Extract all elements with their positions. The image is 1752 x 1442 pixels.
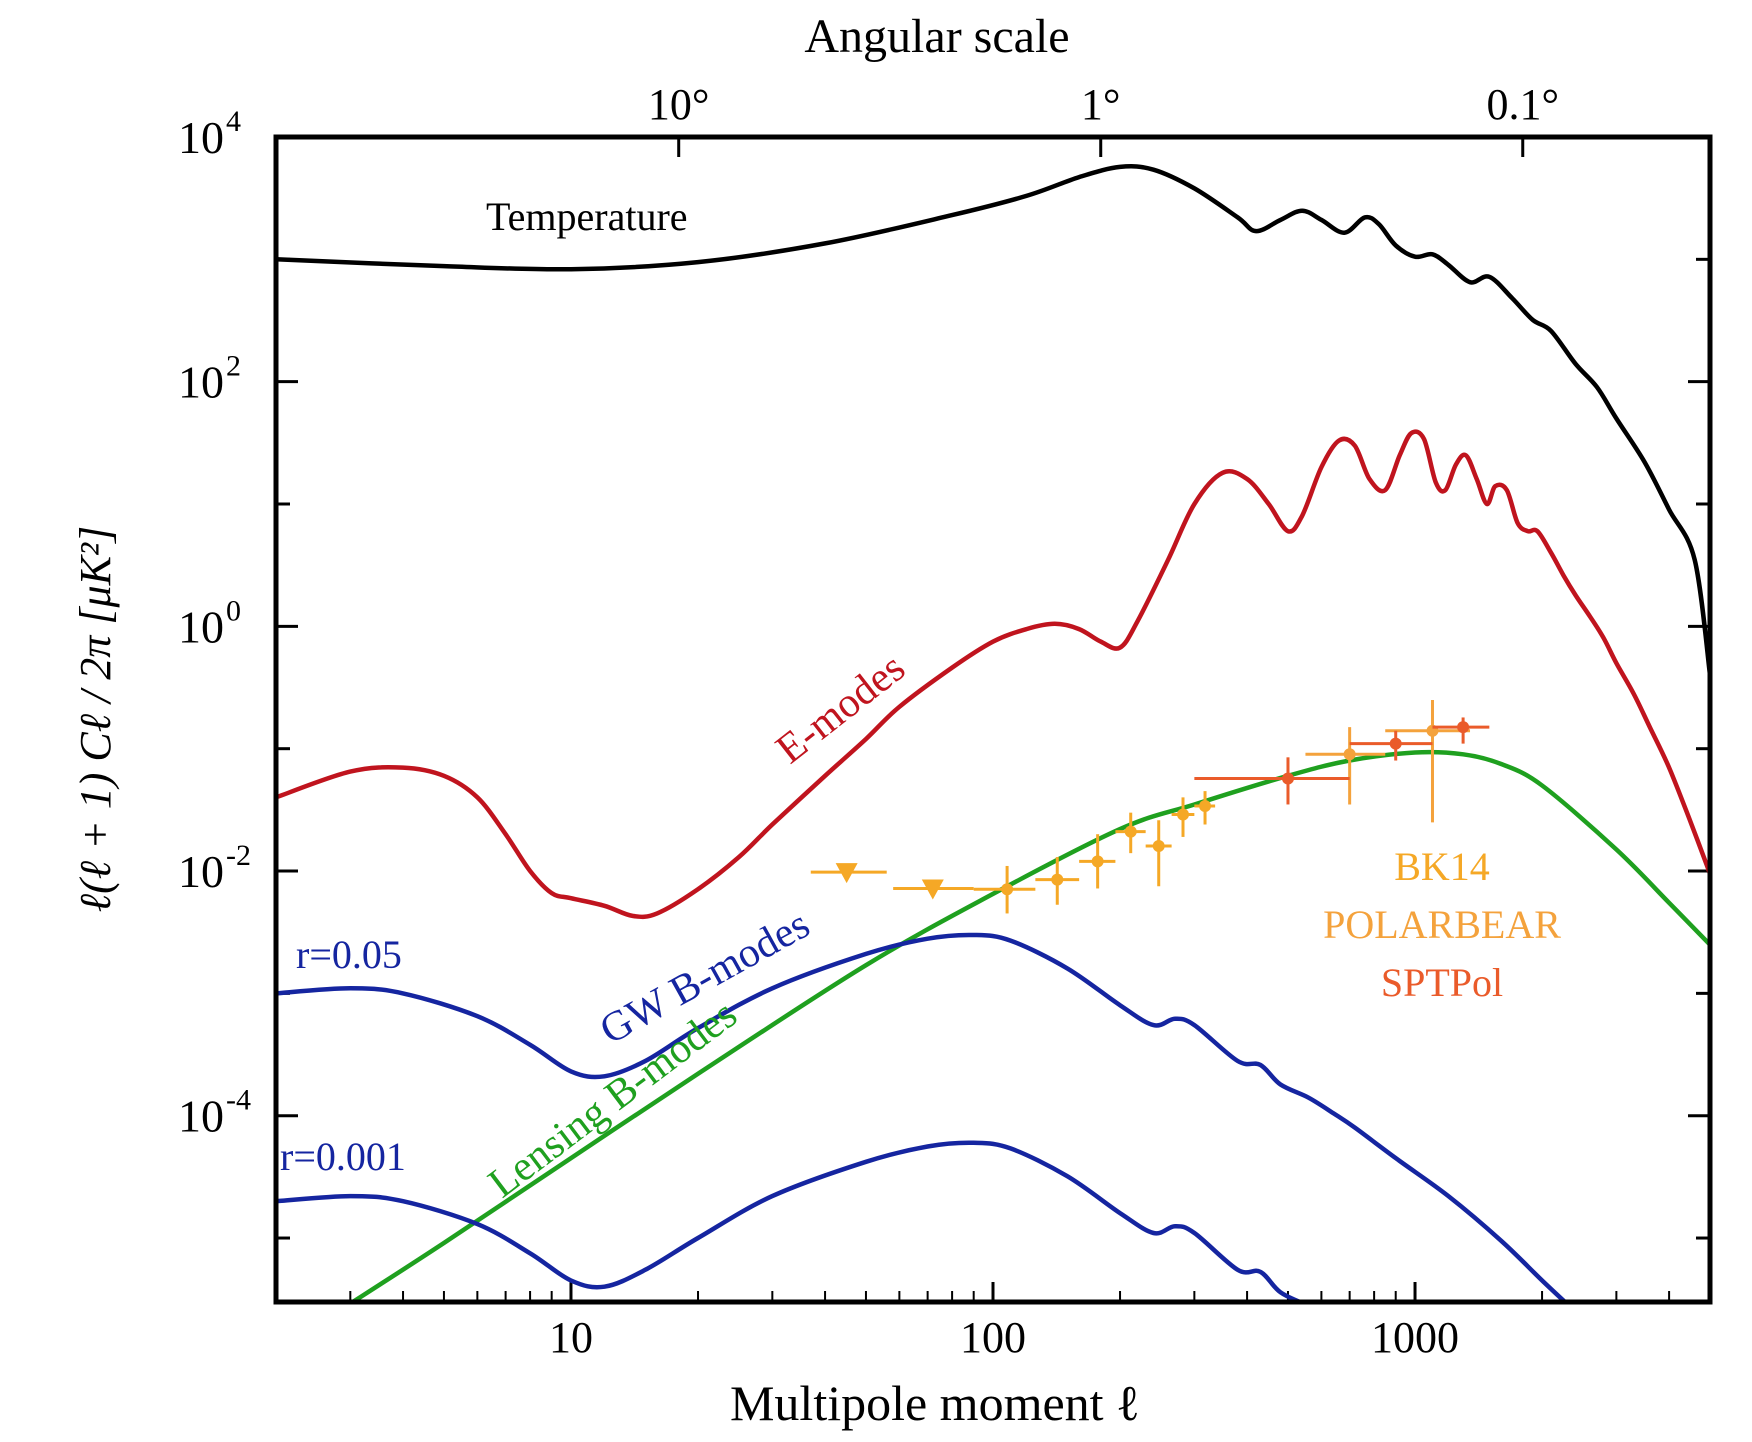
legend-polarbear: POLARBEAR (1323, 902, 1561, 947)
point-bk14-8 (1194, 791, 1216, 825)
point-bk14-6 (1145, 820, 1172, 887)
y-tick-exponent: 4 (226, 105, 241, 138)
axis-ticks (275, 135, 1711, 1302)
annotation-r-0-001: r=0.001 (280, 1134, 406, 1179)
point-bk14-4 (1079, 834, 1116, 889)
y-axis-title: ℓ(ℓ + 1) Cℓ / 2π [μK²] (71, 526, 120, 912)
x2-tick-label: 1° (1081, 80, 1121, 129)
point-bk14-2 (973, 865, 1036, 914)
x-axis-title: Multipole moment ℓ (730, 1375, 1140, 1431)
y-tick-exponent: -2 (226, 839, 251, 872)
point-polarbear-1 (1385, 700, 1471, 823)
y-tick-exponent: 2 (226, 350, 241, 383)
y-tick-label: 10 (178, 357, 224, 408)
measurement-points (810, 700, 1490, 914)
plot-frame (273, 134, 1713, 1305)
point-bk14-0 (810, 863, 887, 884)
y-tick-label: 10 (178, 1091, 224, 1142)
x2-tick-label: 10° (648, 80, 710, 129)
point-bk14-5 (1115, 812, 1146, 854)
x-tick-label: 100 (960, 1313, 1026, 1362)
x-tick-label: 1000 (1371, 1313, 1459, 1362)
point-sptpol-1 (1349, 730, 1433, 761)
point-sptpol-0 (1194, 757, 1350, 805)
x-tick-label: 10 (549, 1313, 593, 1362)
series-curves (276, 164, 1710, 1302)
series-r-0-001 (276, 1140, 1306, 1302)
series-lensing-b-modes (348, 749, 1710, 1302)
point-polarbear-0 (1305, 727, 1386, 805)
y-tick-exponent: -4 (226, 1084, 251, 1117)
y-tick-label: 10 (178, 112, 224, 163)
x2-tick-label: 0.1° (1486, 80, 1559, 129)
annotation-e-modes: E-modes (768, 645, 914, 773)
annotation-r-0-05: r=0.05 (296, 932, 402, 977)
legend-bk14: BK14 (1394, 844, 1490, 889)
point-bk14-3 (1035, 857, 1080, 905)
point-sptpol-2 (1432, 717, 1490, 744)
annotations: Temperature E-modes r=0.05 GW B-modes Le… (280, 194, 1561, 1207)
top-axis-title: Angular scale (804, 10, 1069, 63)
y-tick-label: 10 (178, 601, 224, 652)
point-bk14-1 (893, 879, 974, 900)
annotation-temperature: Temperature (486, 194, 688, 239)
series-e-modes (276, 429, 1710, 920)
y-tick-label: 10 (178, 846, 224, 897)
series-r-0-05 (276, 932, 1569, 1302)
y-tick-exponent: 0 (226, 594, 241, 627)
series-temperature (276, 164, 1710, 678)
point-bk14-7 (1171, 797, 1195, 837)
legend-sptpol: SPTPol (1381, 960, 1503, 1005)
